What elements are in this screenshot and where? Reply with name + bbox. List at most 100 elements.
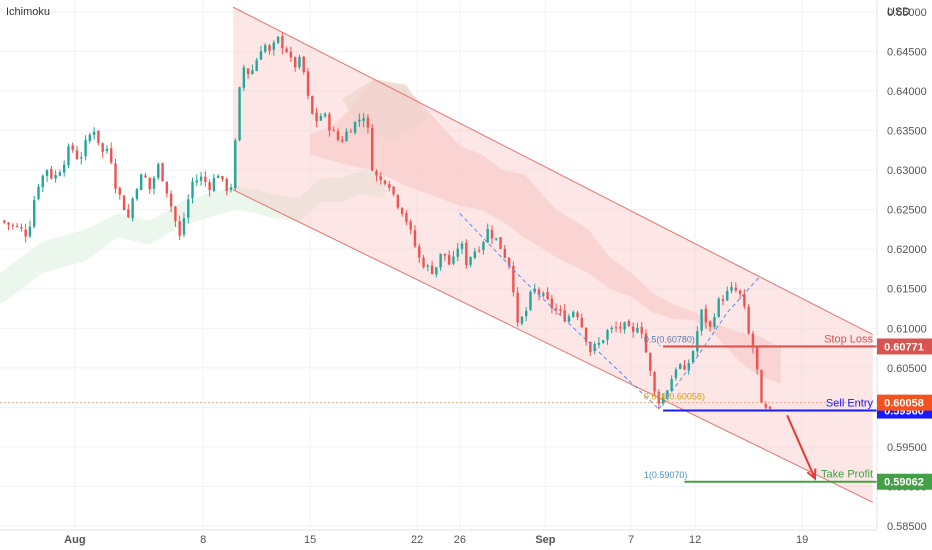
candle-body bbox=[730, 286, 733, 291]
channel-lower-line[interactable] bbox=[232, 189, 873, 503]
fib-level-label: 1(0.59070) bbox=[644, 470, 688, 480]
candle-body bbox=[443, 253, 447, 256]
price-badge-bg bbox=[877, 338, 932, 355]
candle-body bbox=[473, 251, 477, 258]
candle-body bbox=[422, 257, 425, 268]
fib-level-label: 0.5(0.60780) bbox=[644, 335, 695, 345]
candle-body bbox=[264, 45, 267, 52]
candle-body bbox=[28, 226, 32, 237]
candle-body bbox=[477, 250, 481, 252]
candle-body bbox=[379, 176, 382, 181]
price-badge-bg bbox=[877, 473, 932, 490]
candle-body bbox=[315, 112, 318, 122]
candle-body bbox=[161, 163, 164, 182]
candle-body bbox=[3, 220, 6, 223]
candle-body bbox=[20, 227, 23, 229]
candle-body bbox=[717, 298, 720, 317]
candle-body bbox=[148, 177, 151, 190]
arrow-shaft[interactable] bbox=[786, 414, 816, 479]
candle-body bbox=[383, 180, 387, 184]
candle-body bbox=[644, 333, 648, 353]
candle-body bbox=[602, 340, 605, 343]
arrow-head[interactable] bbox=[806, 468, 817, 481]
candle-body bbox=[456, 248, 459, 257]
price-tick-label: 0.60500 bbox=[887, 363, 927, 375]
price-tick-label: 0.58500 bbox=[887, 521, 927, 533]
candle-body bbox=[627, 321, 631, 327]
candle-body bbox=[691, 351, 695, 363]
candle-body bbox=[495, 238, 498, 240]
candle-body bbox=[45, 169, 49, 176]
trade-direction-arrow[interactable] bbox=[786, 414, 817, 481]
time-axis[interactable]: Aug 8 15 22 26 Sep 7 12 19 bbox=[64, 534, 808, 546]
candle-body bbox=[259, 51, 263, 60]
candle-body bbox=[743, 294, 746, 307]
chart-grid bbox=[0, 0, 877, 530]
candle-body bbox=[452, 256, 455, 264]
candle-body bbox=[41, 175, 44, 188]
candle-body bbox=[272, 42, 275, 50]
candle-body bbox=[388, 184, 391, 188]
time-tick-label: 22 bbox=[411, 534, 423, 546]
price-tick-label: 0.61000 bbox=[887, 323, 927, 335]
candle-body bbox=[559, 309, 562, 311]
candle-body bbox=[251, 70, 254, 74]
candle-body bbox=[345, 131, 348, 142]
candle-body bbox=[721, 299, 725, 301]
candle-body bbox=[246, 68, 250, 75]
candle-body bbox=[413, 230, 417, 247]
candle-body bbox=[122, 195, 126, 211]
trade-levels[interactable]: Stop Loss Sell Entry Take Profit bbox=[663, 333, 877, 483]
candle-body bbox=[661, 397, 665, 404]
fib-swing-line[interactable] bbox=[658, 276, 760, 410]
candle-body bbox=[666, 390, 669, 399]
candle-body bbox=[674, 369, 678, 379]
candle-body bbox=[306, 71, 310, 96]
candle-body bbox=[84, 139, 87, 157]
candle-body bbox=[589, 341, 592, 353]
candle-body bbox=[118, 187, 121, 195]
candle-body bbox=[418, 246, 421, 258]
candle-body bbox=[255, 60, 258, 71]
candle-body bbox=[268, 45, 271, 51]
candle-body bbox=[67, 146, 70, 166]
candle-body bbox=[353, 121, 357, 133]
candle-body bbox=[182, 218, 186, 235]
candle-body bbox=[37, 186, 40, 199]
price-tick-label: 0.61500 bbox=[887, 284, 927, 296]
time-tick-label: 8 bbox=[200, 534, 206, 546]
candle-body bbox=[165, 181, 169, 194]
channel-upper-line[interactable] bbox=[232, 6, 873, 336]
price-badge-label: 0.60771 bbox=[884, 341, 924, 353]
candle-body bbox=[199, 176, 203, 181]
candle-body bbox=[281, 36, 284, 49]
candle-body bbox=[687, 363, 690, 371]
candle-body bbox=[567, 316, 571, 322]
descending-channel[interactable] bbox=[232, 6, 873, 503]
candle-body bbox=[482, 242, 485, 251]
candle-body bbox=[62, 164, 66, 173]
candle-body bbox=[614, 327, 618, 329]
candle-body bbox=[405, 213, 408, 222]
candle-body bbox=[101, 143, 104, 152]
candle-body bbox=[302, 56, 305, 72]
candle-body bbox=[751, 333, 755, 348]
candle-body bbox=[71, 145, 74, 150]
candle-body bbox=[15, 226, 19, 228]
candle-body bbox=[195, 180, 198, 183]
price-tick-label: 0.62000 bbox=[887, 244, 927, 256]
price-tick-label: 0.62500 bbox=[887, 205, 927, 217]
candle-body bbox=[542, 293, 545, 296]
level-label-sell-entry: Sell Entry bbox=[826, 398, 874, 410]
candle-body bbox=[216, 176, 220, 178]
candle-body bbox=[683, 365, 686, 370]
price-tick-label: 0.64500 bbox=[887, 46, 927, 58]
candle-body bbox=[298, 56, 301, 68]
time-tick-label: 19 bbox=[796, 534, 808, 546]
candle-body bbox=[756, 346, 759, 370]
candle-body bbox=[336, 131, 340, 140]
candle-body bbox=[430, 265, 434, 275]
candle-body bbox=[24, 229, 27, 237]
candle-body bbox=[734, 287, 738, 291]
